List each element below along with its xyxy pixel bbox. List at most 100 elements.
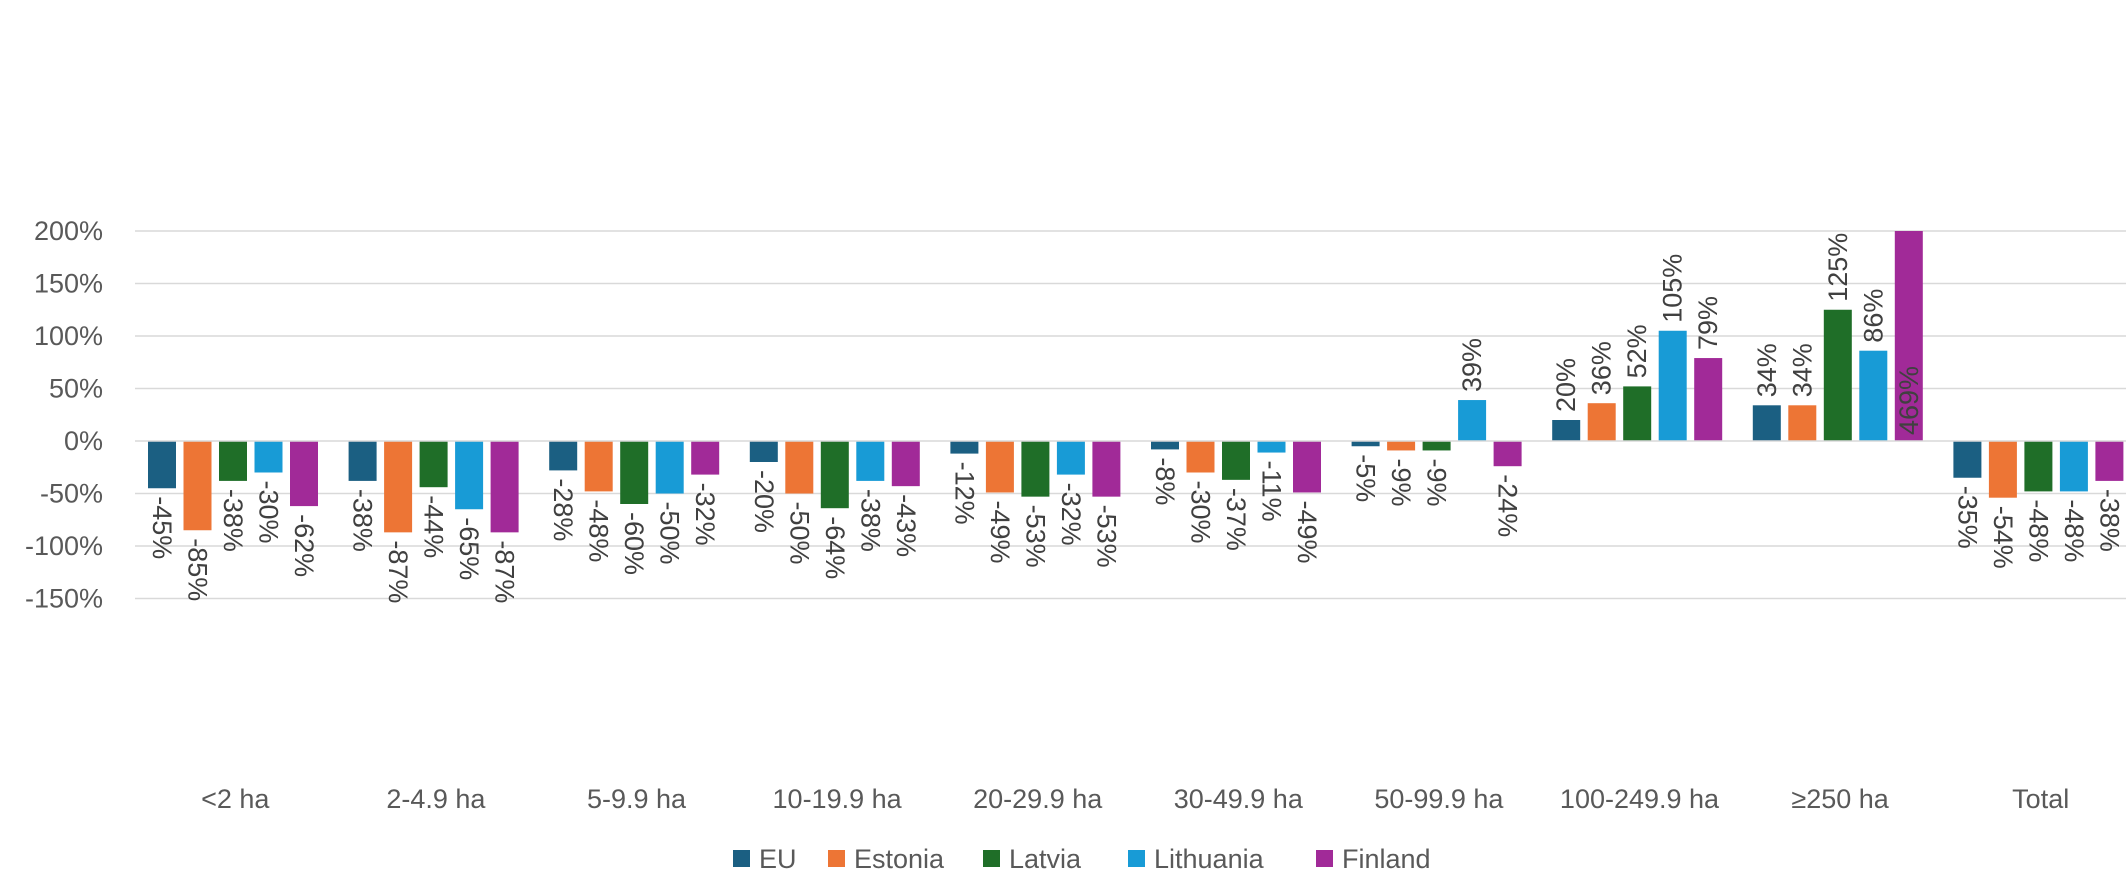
data-label: -37%	[1221, 488, 1251, 551]
bar-finland-2	[691, 441, 720, 475]
data-label: -64%	[820, 516, 850, 579]
data-label: -38%	[855, 489, 885, 552]
data-label: -32%	[1056, 483, 1086, 546]
bar-lithuania-9	[2059, 441, 2088, 492]
data-label: -24%	[1493, 474, 1523, 537]
data-label: -35%	[1952, 486, 1982, 549]
bar-estonia-6	[1387, 441, 1416, 451]
bar-finland-1	[490, 441, 519, 533]
bar-latvia-9	[2024, 441, 2053, 492]
bar-finland-9	[2095, 441, 2124, 481]
bar-finland-5	[1293, 441, 1321, 493]
bar-finland-4	[1092, 441, 1121, 497]
bar-lithuania-8	[1859, 350, 1888, 441]
bar-latvia-4	[1021, 441, 1050, 497]
legend-swatch-lithuania	[1128, 850, 1145, 867]
bar-eu-9	[1953, 441, 1982, 478]
y-tick-label: 0%	[64, 426, 103, 456]
data-label: -50%	[784, 502, 814, 565]
bar-latvia-7	[1623, 386, 1652, 441]
data-label: -8%	[1150, 457, 1180, 505]
bar-finland-6	[1493, 441, 1522, 467]
legend-swatch-finland	[1316, 850, 1333, 867]
data-label: -30%	[1186, 481, 1216, 544]
data-label: -43%	[891, 494, 921, 557]
bar-latvia-5	[1222, 441, 1250, 480]
data-label: -38%	[348, 489, 378, 552]
bar-eu-3	[749, 441, 778, 462]
data-label: -50%	[655, 502, 685, 565]
bar-finland-8	[1894, 231, 1923, 441]
bar-lithuania-7	[1658, 330, 1687, 441]
bar-latvia-8	[1823, 309, 1852, 441]
legend-swatch-estonia	[828, 850, 845, 867]
bar-lithuania-3	[856, 441, 885, 481]
data-label: -45%	[147, 496, 177, 559]
data-label: -53%	[1020, 505, 1050, 568]
bar-estonia-4	[985, 441, 1014, 493]
y-tick-label: 100%	[34, 321, 103, 351]
bar-lithuania-6	[1458, 400, 1487, 441]
bar-eu-4	[950, 441, 979, 454]
data-label: -12%	[949, 462, 979, 525]
data-label: -11%	[1257, 461, 1287, 522]
data-label: 20%	[1551, 358, 1581, 412]
data-labels: -45%-85%-38% -30%-62% -38%-87%-44% -65% -87%…	[147, 233, 2124, 604]
data-label: -38%	[218, 489, 248, 552]
data-label: -87%	[490, 540, 520, 603]
data-label: -53%	[1091, 505, 1121, 568]
y-tick-label: -100%	[25, 531, 103, 561]
x-category-label: Total	[2012, 784, 2069, 814]
legend: EU Estonia Latvia Lithuania Finland	[733, 844, 1431, 874]
legend-swatch-latvia	[983, 850, 1000, 867]
bar-eu-7	[1552, 420, 1581, 441]
data-label: -54%	[1988, 506, 2018, 569]
y-tick-label: -50%	[40, 479, 103, 509]
bar-estonia-7	[1587, 403, 1616, 441]
data-label: -28%	[548, 478, 578, 541]
y-tick-label: 200%	[34, 216, 103, 246]
bar-lithuania-5	[1257, 441, 1286, 453]
y-tick-label: 150%	[34, 269, 103, 299]
bar-eu-2	[549, 441, 578, 471]
data-label: -48%	[584, 499, 614, 562]
legend-label-finland: Finland	[1342, 844, 1431, 874]
x-category-label: 30-49.9 ha	[1174, 784, 1304, 814]
data-label: -87%	[383, 540, 413, 603]
bars	[148, 231, 2124, 533]
data-label: 36%	[1587, 341, 1617, 395]
bar-latvia-1	[419, 441, 448, 488]
data-label: -85%	[183, 538, 213, 601]
bar-estonia-0	[183, 441, 212, 531]
data-label: -65%	[454, 517, 484, 580]
data-label: -48%	[2059, 499, 2089, 562]
bar-estonia-3	[785, 441, 814, 494]
data-label: -5%	[1351, 454, 1381, 502]
bar-eu-1	[348, 441, 377, 481]
bar-estonia-1	[384, 441, 413, 533]
data-label: 86%	[1858, 289, 1888, 343]
data-label: -44%	[419, 495, 449, 558]
data-label: -60%	[619, 512, 649, 575]
data-label: 79%	[1693, 296, 1723, 350]
data-label: -32%	[690, 483, 720, 546]
data-label: -49%	[1292, 500, 1322, 563]
y-tick-label: -150%	[25, 584, 103, 614]
data-label: -62%	[289, 514, 319, 577]
bar-latvia-0	[219, 441, 247, 481]
x-category-label: 2-4.9 ha	[386, 784, 486, 814]
data-label: -48%	[2023, 499, 2053, 562]
bar-estonia-5	[1186, 441, 1215, 473]
bar-estonia-8	[1788, 405, 1817, 441]
bar-finland-7	[1694, 358, 1723, 441]
bar-latvia-3	[820, 441, 849, 509]
y-axis: 200% 150% 100% 50% 0% -50% -100% -150%	[25, 216, 103, 614]
data-label: -30%	[254, 481, 284, 544]
bar-latvia-2	[620, 441, 649, 504]
bar-lithuania-2	[655, 441, 684, 494]
bar-eu-0	[148, 441, 176, 489]
data-label: -9%	[1386, 458, 1416, 506]
x-category-label: 50-99.9 ha	[1374, 784, 1504, 814]
data-label: -38%	[2094, 489, 2124, 552]
